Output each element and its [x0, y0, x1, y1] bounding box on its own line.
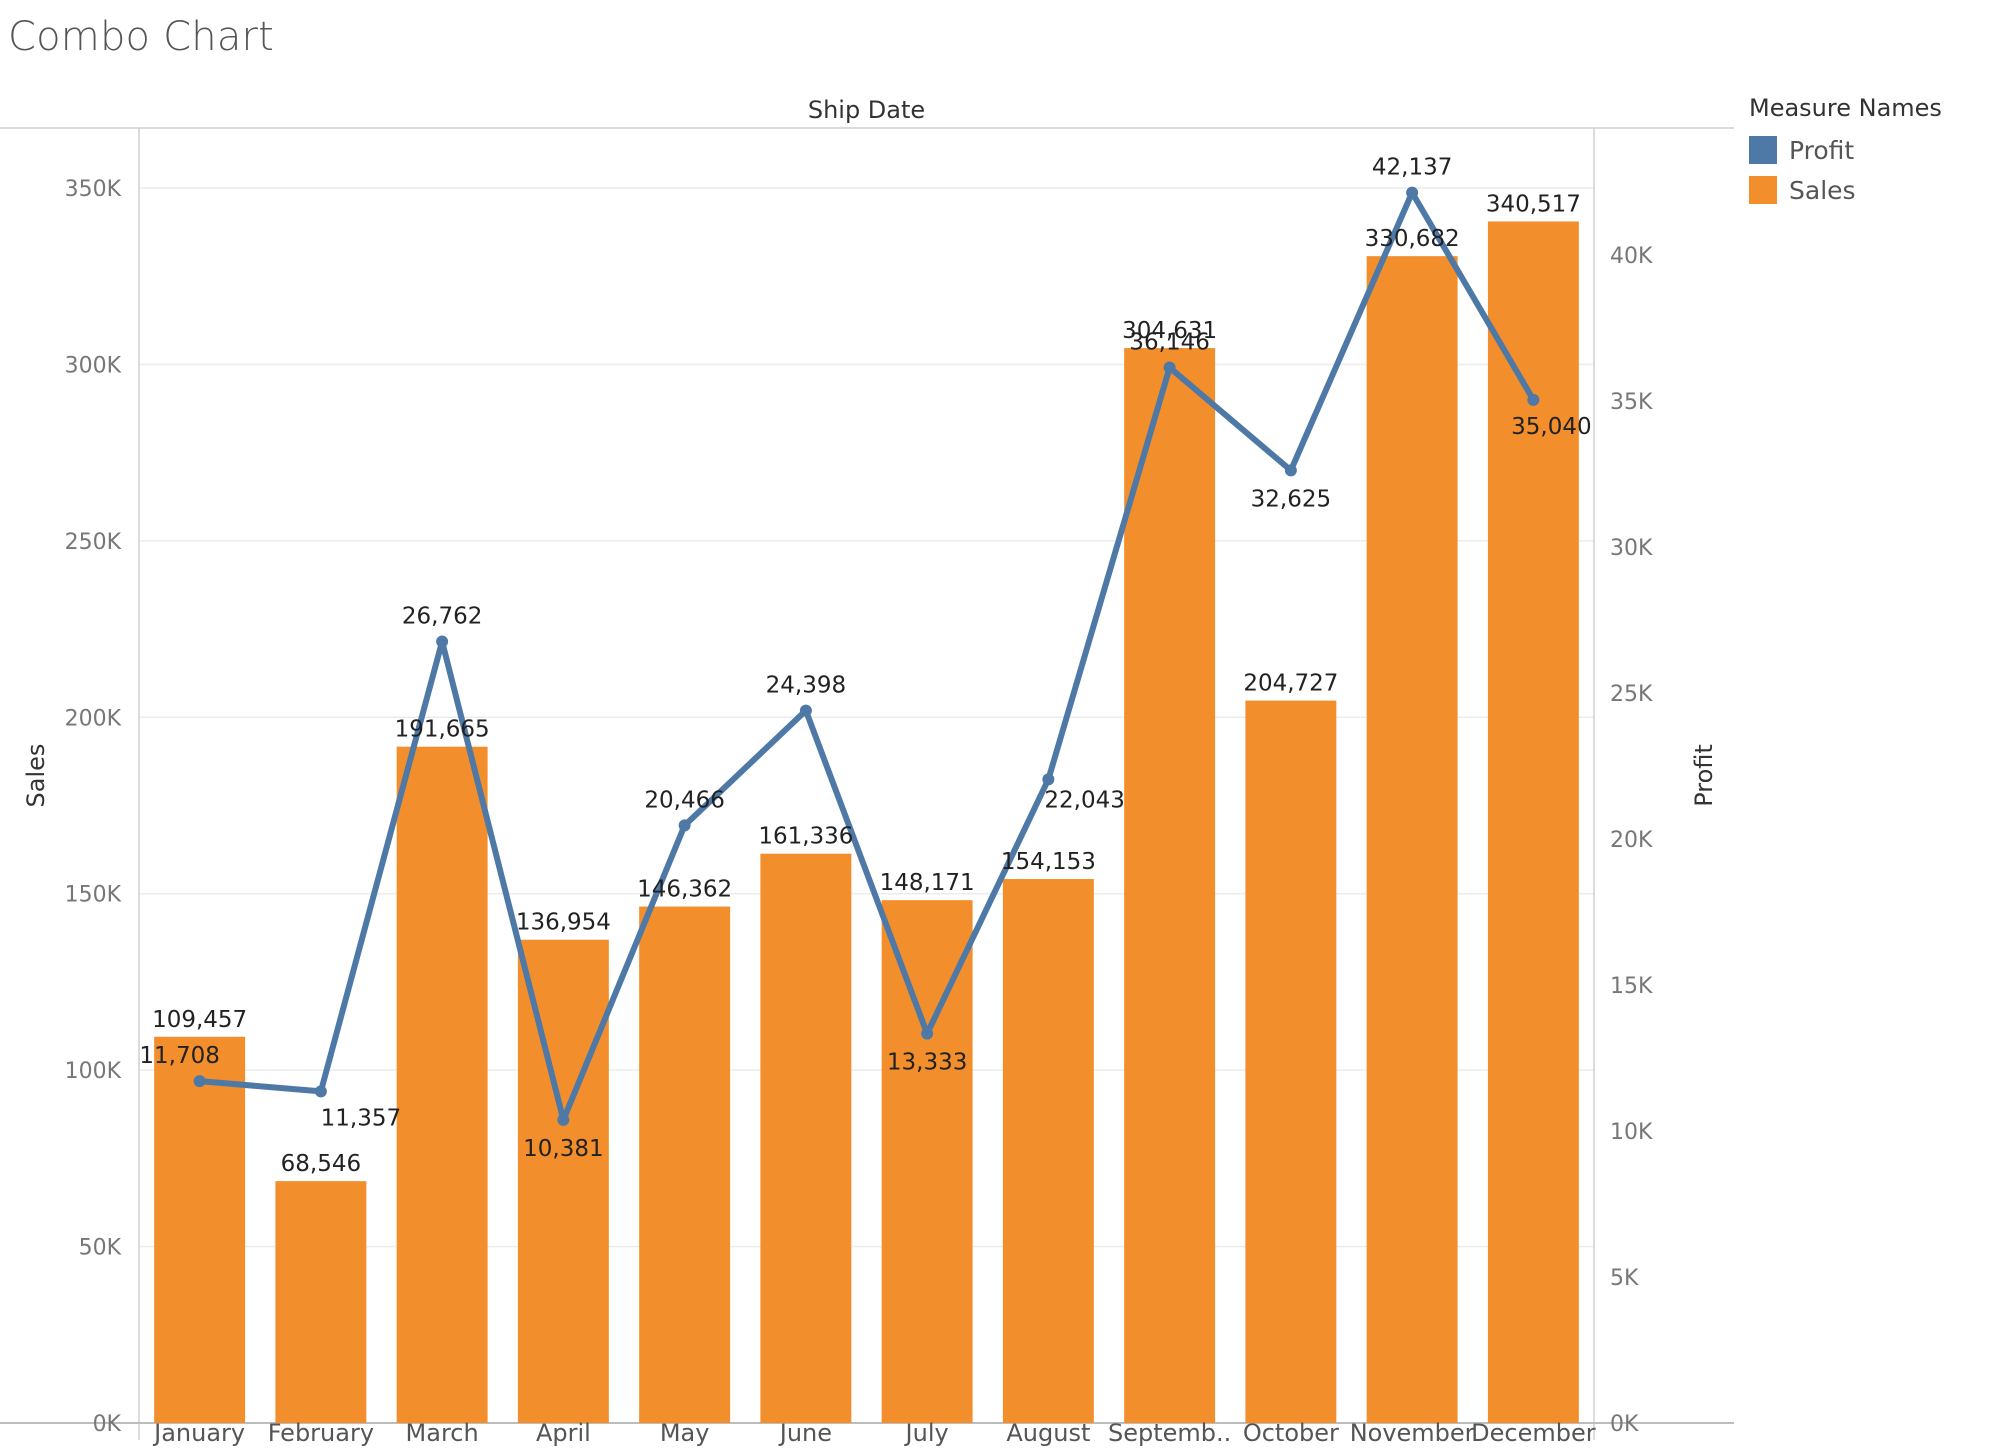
- sales-bar: [760, 853, 852, 1423]
- profit-data-label: 10,381: [523, 1136, 603, 1162]
- sales-bar: [1002, 879, 1094, 1423]
- profit-point: [1406, 186, 1419, 199]
- category-label: November: [1350, 1419, 1475, 1447]
- profit-point: [436, 635, 449, 648]
- sales-bar: [275, 1181, 367, 1423]
- profit-point: [557, 1113, 570, 1126]
- profit-point: [921, 1027, 934, 1040]
- sales-data-label: 330,682: [1365, 226, 1460, 252]
- legend-swatch: [1749, 136, 1777, 164]
- sales-data-label: 136,954: [516, 910, 611, 936]
- category-label: March: [406, 1419, 479, 1447]
- profit-point: [193, 1075, 206, 1088]
- sales-data-label: 68,546: [281, 1151, 361, 1177]
- category-label: February: [268, 1419, 374, 1447]
- profit-point: [799, 704, 812, 717]
- profit-data-label: 42,137: [1372, 155, 1452, 181]
- sales-bar: [517, 939, 609, 1423]
- sales-data-label: 109,457: [152, 1007, 247, 1033]
- profit-data-label: 36,146: [1129, 330, 1209, 356]
- sales-data-label: 146,362: [637, 877, 732, 903]
- profit-point: [314, 1085, 327, 1098]
- profit-data-label: 24,398: [766, 673, 846, 699]
- left-tick-label: 300K: [65, 353, 122, 378]
- sales-data-label: 340,517: [1486, 191, 1581, 217]
- category-label: Septemb..: [1108, 1419, 1231, 1447]
- profit-line: [193, 186, 1540, 1126]
- profit-line-path: [196, 189, 1537, 1123]
- sales-bar: [1124, 348, 1216, 1423]
- right-tick-label: 35K: [1610, 390, 1653, 415]
- legend-items: Profit Sales: [1749, 130, 1942, 210]
- legend-label: Profit: [1789, 135, 1855, 165]
- category-label: May: [660, 1419, 710, 1447]
- profit-point: [1527, 393, 1540, 406]
- category-label: October: [1243, 1419, 1339, 1447]
- profit-point: [678, 819, 691, 832]
- y-left-title: Sales: [22, 744, 50, 808]
- category-label: July: [904, 1419, 949, 1447]
- y-right-title: Profit: [1690, 744, 1718, 807]
- axes: Ship Date 0K 50K 100K 150K 200K 250K 300K 350K 0K…: [22, 96, 1718, 1447]
- chart-title: Combo Chart: [8, 14, 275, 60]
- right-tick-label: 25K: [1610, 682, 1653, 707]
- sales-data-label: 161,336: [758, 824, 853, 850]
- gridlines: [139, 187, 1594, 1248]
- profit-point: [1163, 361, 1176, 374]
- sales-data-label: 148,171: [880, 870, 975, 896]
- right-tick-label: 10K: [1610, 1120, 1653, 1145]
- legend-item-sales[interactable]: Sales: [1749, 170, 1942, 210]
- category-label: January: [152, 1419, 245, 1447]
- profit-point: [1284, 464, 1297, 477]
- category-label: August: [1006, 1419, 1090, 1447]
- sales-bars: [154, 221, 1579, 1423]
- sales-data-label: 191,665: [395, 717, 490, 743]
- sales-bar: [1487, 221, 1579, 1423]
- profit-data-label: 35,040: [1511, 414, 1591, 440]
- profit-data-label: 22,043: [1044, 787, 1124, 813]
- sales-bar: [639, 906, 731, 1423]
- legend: Measure Names Profit Sales: [1749, 94, 1942, 210]
- legend-title: Measure Names: [1749, 94, 1942, 122]
- legend-item-profit[interactable]: Profit: [1749, 130, 1942, 170]
- right-tick-label: 40K: [1610, 244, 1653, 269]
- sales-bar: [881, 900, 973, 1423]
- sales-data-label: 304,631: [1122, 318, 1217, 344]
- profit-data-label: 20,466: [644, 787, 724, 813]
- profit-data-label: 11,357: [321, 1105, 401, 1131]
- plot-frame: [0, 127, 1734, 1440]
- category-label: June: [778, 1419, 832, 1447]
- right-tick-label: 30K: [1610, 536, 1653, 561]
- legend-label: Sales: [1789, 175, 1856, 205]
- profit-data-label: 26,762: [402, 604, 482, 630]
- legend-swatch: [1749, 176, 1777, 204]
- column-header: Ship Date: [808, 96, 925, 124]
- left-tick-label: 50K: [79, 1236, 122, 1261]
- sales-bar: [1245, 700, 1337, 1423]
- left-tick-label: 100K: [65, 1059, 122, 1084]
- category-label: April: [536, 1419, 591, 1447]
- sales-bar: [396, 746, 488, 1423]
- left-tick-label: 0K: [93, 1412, 122, 1437]
- profit-data-label: 11,708: [139, 1043, 219, 1069]
- left-tick-label: 350K: [65, 177, 122, 202]
- sales-data-label: 154,153: [1001, 849, 1096, 875]
- sales-data-label: 204,727: [1243, 671, 1338, 697]
- right-tick-label: 15K: [1610, 974, 1653, 999]
- profit-point: [1042, 773, 1055, 786]
- left-tick-label: 250K: [65, 530, 122, 555]
- sales-bar: [154, 1036, 246, 1423]
- left-tick-label: 150K: [65, 883, 122, 908]
- profit-data-label: 13,333: [887, 1050, 967, 1076]
- right-tick-label: 5K: [1610, 1266, 1639, 1291]
- right-tick-label: 20K: [1610, 828, 1653, 853]
- data-labels: 109,457 68,546 191,665 136,954 146,362 161,33…: [139, 155, 1591, 1178]
- sales-bar: [1366, 256, 1458, 1423]
- category-label: December: [1471, 1419, 1596, 1447]
- left-tick-label: 200K: [65, 706, 122, 731]
- right-tick-label: 0K: [1610, 1412, 1639, 1437]
- profit-data-label: 32,625: [1251, 486, 1331, 512]
